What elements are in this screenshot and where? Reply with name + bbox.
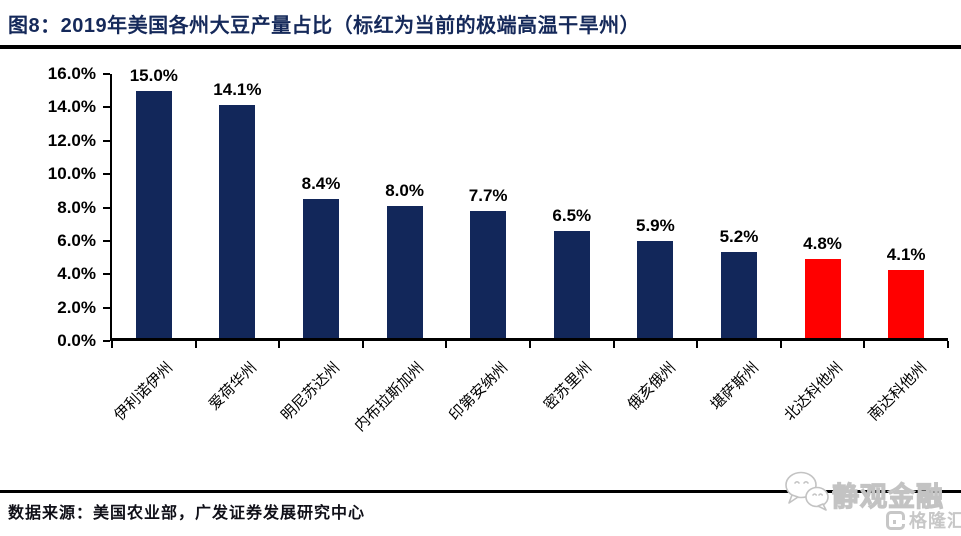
- x-axis-tick: [111, 341, 113, 348]
- watermark: 静观金融 格隆汇: [780, 460, 961, 532]
- x-axis-tick: [779, 341, 782, 348]
- y-axis-tick: [103, 306, 110, 309]
- y-axis-tick: [103, 340, 110, 342]
- x-category-label-text: 内布拉斯加州: [351, 359, 428, 435]
- watermark-brand-text: 静观金融: [831, 481, 944, 512]
- x-axis-tick: [529, 341, 531, 348]
- gelonghui-g-icon: [886, 510, 905, 530]
- x-axis-labels: 伊利诺伊州 爱荷华州 明尼苏达州 内布拉斯加州 印第安纳州 密苏里州 俄亥俄州 堪萨斯州 北达科…: [110, 351, 948, 476]
- y-tick-label: 14.0%: [47, 97, 96, 117]
- bar-column: 6.5%: [530, 74, 614, 338]
- bar: [470, 210, 507, 338]
- bar-value-label: 4.1%: [886, 245, 926, 265]
- x-axis-tick: [445, 341, 448, 348]
- bar: [302, 199, 339, 338]
- y-axis-tick: [103, 239, 110, 242]
- bar-value-label: 5.9%: [635, 215, 675, 235]
- y-tick-label: 0.0%: [57, 331, 96, 350]
- y-tick-label: 2.0%: [57, 297, 96, 317]
- bar: [219, 105, 256, 338]
- wechat-chat-bubbles-icon: [785, 471, 829, 511]
- y-axis-tick: [103, 139, 110, 142]
- x-axis-tick: [612, 341, 615, 348]
- x-category-label-text: 堪萨斯州: [708, 359, 763, 414]
- y-tick-label: 12.0%: [47, 130, 96, 150]
- bar-highlighted: [888, 270, 925, 338]
- y-tick-label: 10.0%: [47, 164, 96, 184]
- bar: [720, 252, 757, 338]
- bar-column: 5.2%: [697, 74, 781, 338]
- gelonghui-logo-text: 格隆汇: [909, 511, 961, 531]
- bar-column: 7.7%: [446, 74, 530, 338]
- x-category-label-text: 南达科他州: [865, 359, 931, 425]
- x-axis-tick: [696, 341, 699, 348]
- x-axis-tick: [947, 341, 949, 348]
- bar-value-label: 6.5%: [552, 205, 592, 225]
- x-category-label-text: 爱荷华州: [205, 359, 260, 414]
- y-axis-tick: [103, 173, 110, 176]
- bar-value-label: 4.8%: [803, 233, 842, 253]
- y-axis-tick: [103, 106, 110, 109]
- bar-column: 15.0%: [112, 66, 196, 338]
- y-axis-tick: [103, 73, 110, 75]
- y-tick-label: 4.0%: [57, 264, 96, 284]
- bar-column: 4.1%: [864, 74, 948, 338]
- bar: [135, 90, 172, 338]
- bar-column: 4.8%: [781, 74, 865, 338]
- x-axis-tick: [361, 341, 364, 348]
- x-category-label-text: 伊利诺伊州: [110, 359, 177, 425]
- bar-value-label: 15.0%: [129, 65, 178, 85]
- x-axis-tick: [278, 341, 281, 348]
- bar-column: 14.1%: [196, 74, 280, 338]
- bar-column: 5.9%: [614, 74, 698, 338]
- x-category-label-text: 密苏里州: [540, 359, 596, 414]
- figure-title: 图8：2019年美国各州大豆产量占比（标红为当前的极端高温干旱州）: [8, 15, 641, 37]
- y-tick-label: 16.0%: [47, 64, 96, 83]
- x-category-label-text: 俄亥俄州: [624, 359, 679, 414]
- plot-area: 15.0% 14.1% 8.4% 8.0% 7.7% 6.5% 5.9% 5.2% 4.8% 4.…: [110, 66, 949, 348]
- title-divider: [0, 45, 961, 49]
- bar-value-label: 7.7%: [468, 185, 508, 205]
- bar-highlighted: [804, 258, 841, 338]
- x-category-label-text: 印第安纳州: [446, 359, 512, 425]
- gelonghui-logo: 格隆汇: [886, 507, 961, 533]
- data-source-note: 数据来源：美国农业部，广发证券发展研究中心: [8, 505, 366, 522]
- bar-value-label: 14.1%: [213, 80, 262, 100]
- bar-column: 8.0%: [363, 74, 447, 338]
- bar-column: 8.4%: [279, 74, 363, 338]
- y-axis-tick: [103, 273, 110, 276]
- y-axis: 16.0% 14.0% 12.0% 10.0% 8.0% 6.0% 4.0% 2.0% 0.0%: [0, 64, 110, 350]
- bar-value-label: 8.0%: [385, 181, 424, 200]
- bar-value-label: 8.4%: [301, 174, 341, 194]
- y-tick-label: 6.0%: [57, 230, 96, 250]
- bar: [553, 230, 590, 338]
- bar: [637, 240, 674, 338]
- y-tick-label: 8.0%: [57, 197, 96, 217]
- x-axis-tick: [863, 341, 866, 348]
- x-axis-tick: [194, 341, 197, 348]
- y-axis-tick: [103, 206, 110, 209]
- bar: [386, 206, 423, 338]
- footer-divider: [0, 490, 961, 493]
- x-category-label-text: 明尼苏达州: [278, 359, 344, 425]
- bar-value-label: 5.2%: [719, 227, 759, 247]
- x-category-label-text: 北达科他州: [781, 359, 847, 425]
- soybean-share-bar-chart: 16.0% 14.0% 12.0% 10.0% 8.0% 6.0% 4.0% 2.0% 0.0%…: [0, 49, 961, 479]
